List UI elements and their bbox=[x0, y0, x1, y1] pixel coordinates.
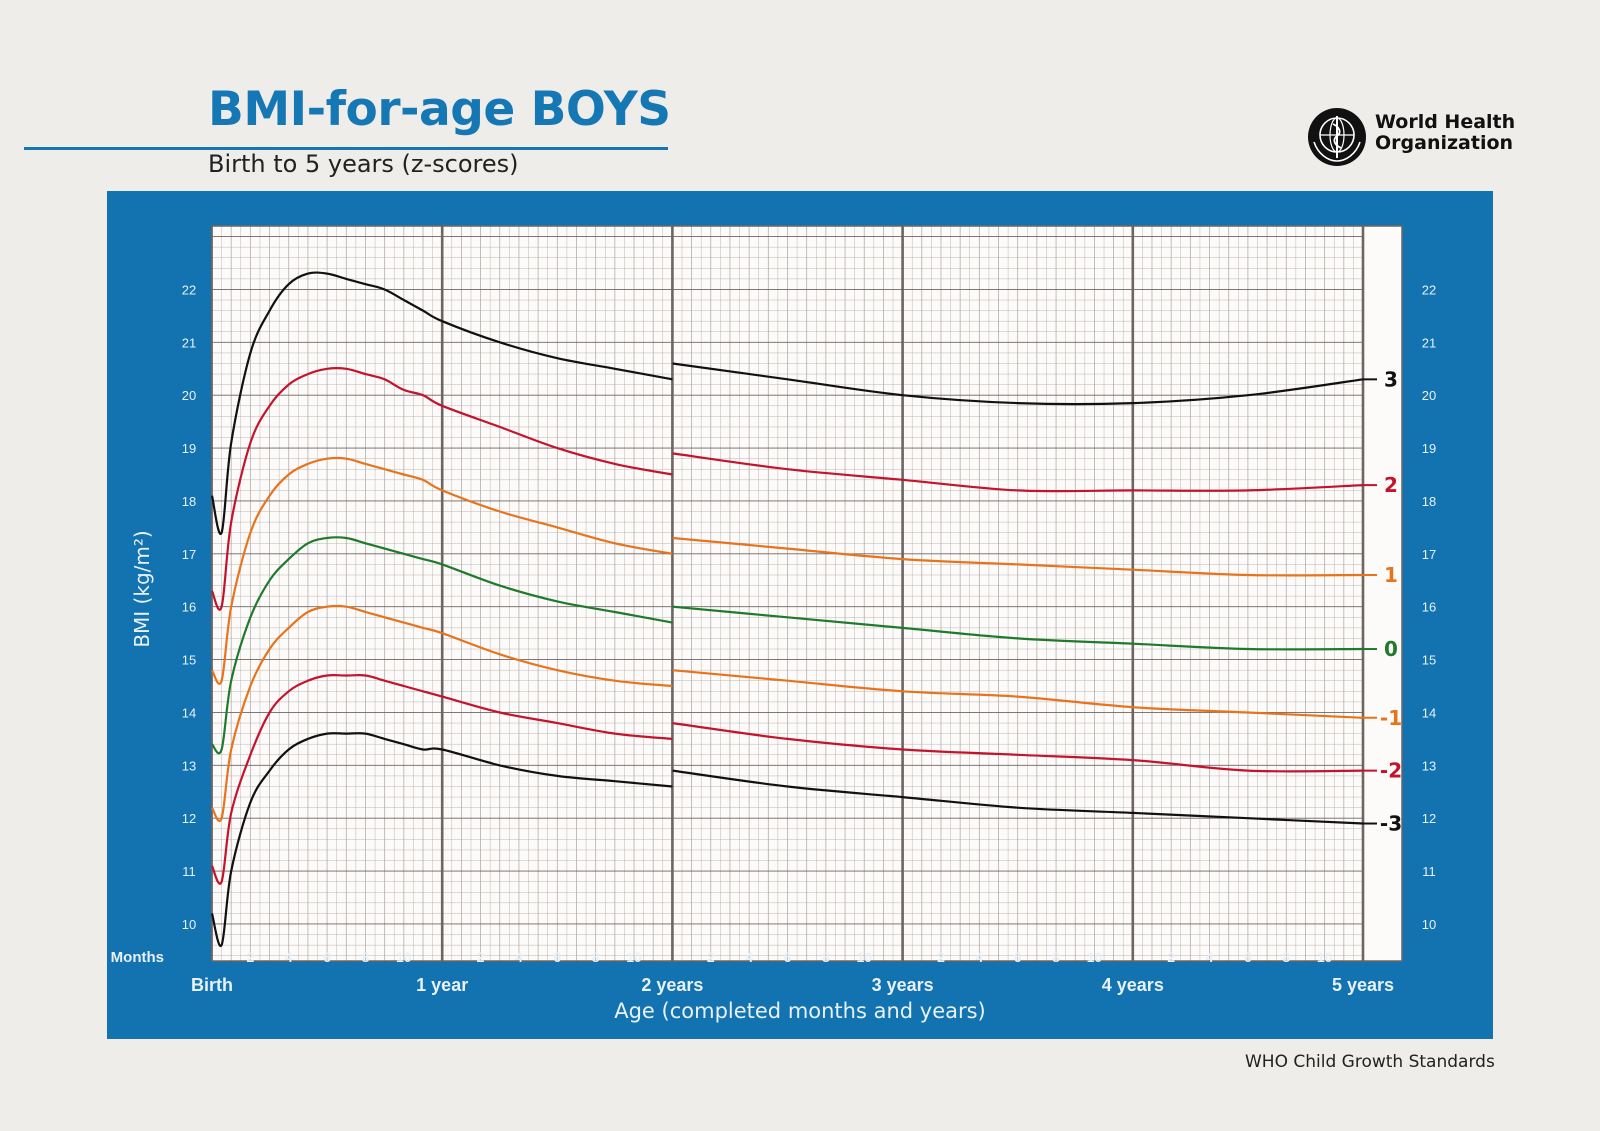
x-month-tick-label: 4 bbox=[745, 949, 753, 965]
y-tick-label: 13 bbox=[182, 758, 196, 773]
y-tick-label-right: 15 bbox=[1422, 653, 1436, 668]
who-emblem-icon bbox=[1308, 108, 1366, 166]
x-month-tick-label: 10 bbox=[626, 949, 642, 965]
y-tick-label-right: 14 bbox=[1422, 705, 1436, 720]
y-tick-label-right: 21 bbox=[1422, 335, 1436, 350]
series-line-zminus2 bbox=[210, 674, 673, 885]
footer-source-note: WHO Child Growth Standards bbox=[1245, 1052, 1495, 1072]
who-logo-text: World Health Organization bbox=[1375, 112, 1515, 154]
grid-minor bbox=[211, 225, 1364, 961]
series-label-zminus1: -1 bbox=[1380, 706, 1402, 730]
y-tick-label-right: 12 bbox=[1422, 811, 1436, 826]
y-tick-label: 18 bbox=[182, 494, 196, 509]
series-line-z1 bbox=[211, 456, 673, 685]
series-label-z2: 2 bbox=[1384, 473, 1398, 497]
y-tick-label: 20 bbox=[182, 388, 196, 403]
x-month-tick-label: 8 bbox=[1282, 949, 1290, 965]
x-month-tick-label: 8 bbox=[362, 949, 370, 965]
x-month-tick-label: 2 bbox=[937, 949, 945, 965]
y-tick-label-right: 13 bbox=[1422, 758, 1436, 773]
y-tick-label: 17 bbox=[182, 547, 196, 562]
x-month-tick-label: 8 bbox=[822, 949, 830, 965]
x-month-tick-label: 4 bbox=[285, 949, 293, 965]
page-title: BMI-for-age BOYS bbox=[208, 82, 671, 137]
y-tick-label-right: 22 bbox=[1422, 282, 1436, 297]
series-line-zminus2 bbox=[672, 722, 1364, 773]
x-axis-label: Age (completed months and years) bbox=[614, 999, 986, 1023]
series-label-z3: 3 bbox=[1384, 367, 1398, 391]
x-year-label: 2 years bbox=[641, 975, 703, 995]
series-line-z3 bbox=[210, 271, 673, 535]
y-tick-label: 14 bbox=[182, 705, 196, 720]
y-tick-label: 10 bbox=[182, 917, 196, 932]
series-lines bbox=[210, 271, 1377, 948]
x-month-tick-label: 6 bbox=[553, 949, 561, 965]
x-month-tick-label: 10 bbox=[856, 949, 872, 965]
series-label-z0: 0 bbox=[1384, 637, 1398, 661]
x-month-tick-label: 4 bbox=[515, 949, 523, 965]
title-underline bbox=[24, 147, 668, 150]
y-tick-label: 11 bbox=[182, 864, 196, 879]
series-line-z0 bbox=[672, 605, 1364, 651]
series-line-z2 bbox=[210, 367, 673, 611]
y-tick-label-right: 10 bbox=[1422, 917, 1436, 932]
who-logo-line1: World Health bbox=[1375, 111, 1516, 133]
x-month-tick-label: 2 bbox=[246, 949, 254, 965]
series-line-z1 bbox=[672, 536, 1364, 577]
x-month-tick-label: 6 bbox=[1014, 949, 1022, 965]
x-year-label: Birth bbox=[191, 975, 233, 995]
series-label-zminus3: -3 bbox=[1380, 812, 1402, 836]
y-axis-left-ticks: 10 11 12 13 14 15 16 17 18 19 20 21 22 bbox=[182, 282, 196, 932]
page-subtitle: Birth to 5 years (z-scores) bbox=[208, 150, 519, 178]
y-tick-label: 21 bbox=[182, 335, 196, 350]
x-year-label: 4 years bbox=[1102, 975, 1164, 995]
x-month-tick-label: 10 bbox=[396, 949, 412, 965]
y-axis-label: BMI (kg/m²) bbox=[130, 530, 154, 647]
x-month-tick-label: 6 bbox=[1244, 949, 1252, 965]
series-line-zminus3 bbox=[672, 769, 1364, 825]
series-line-z3 bbox=[672, 362, 1364, 406]
y-tick-label: 19 bbox=[182, 441, 196, 456]
x-year-label: 1 year bbox=[416, 975, 468, 995]
x-month-tick-label: 10 bbox=[1317, 949, 1333, 965]
x-month-tick-label: 2 bbox=[707, 949, 715, 965]
series-line-z0 bbox=[211, 536, 673, 755]
y-tick-label: 15 bbox=[182, 653, 196, 668]
y-tick-label-right: 20 bbox=[1422, 388, 1436, 403]
y-tick-label: 12 bbox=[182, 811, 196, 826]
chart-panel: 3 2 1 0 -1 -2 -3 10 11 12 13 14 15 16 17 18 19 20 21 22 10… bbox=[107, 191, 1493, 1039]
y-tick-label: 16 bbox=[182, 600, 196, 615]
y-tick-label-right: 18 bbox=[1422, 494, 1436, 509]
x-year-label: 3 years bbox=[872, 975, 934, 995]
y-tick-label-right: 17 bbox=[1422, 547, 1436, 562]
x-year-label: 5 years bbox=[1332, 975, 1394, 995]
x-month-tick-label: 4 bbox=[975, 949, 983, 965]
series-label-zminus2: -2 bbox=[1380, 759, 1402, 783]
x-month-tick-label: 2 bbox=[477, 949, 485, 965]
x-month-tick-label: 2 bbox=[1167, 949, 1175, 965]
y-tick-label-right: 19 bbox=[1422, 441, 1436, 456]
y-axis-right-ticks: 10 11 12 13 14 15 16 17 18 19 20 21 22 bbox=[1422, 282, 1436, 932]
x-axis-month-ticks: 2 4 6 8 10 2 4 6 8 10 2 4 6 8 10 2 4 6 8 10 2 4 6 8 10 bbox=[246, 949, 1332, 965]
series-line-zminus1 bbox=[672, 669, 1364, 719]
x-month-tick-label: 10 bbox=[1087, 949, 1103, 965]
y-tick-label-right: 16 bbox=[1422, 600, 1436, 615]
x-month-tick-label: 6 bbox=[323, 949, 331, 965]
x-month-tick-label: 8 bbox=[1052, 949, 1060, 965]
series-label-z1: 1 bbox=[1384, 563, 1398, 587]
y-tick-label-right: 11 bbox=[1422, 864, 1436, 879]
x-month-tick-label: 8 bbox=[592, 949, 600, 965]
x-axis-year-labels: Birth 1 year 2 years 3 years 4 years 5 years bbox=[191, 975, 1394, 995]
months-label: Months bbox=[111, 949, 164, 966]
who-logo-line2: Organization bbox=[1375, 132, 1514, 154]
x-month-tick-label: 6 bbox=[784, 949, 792, 965]
y-tick-label: 22 bbox=[182, 282, 196, 297]
x-month-tick-label: 4 bbox=[1206, 949, 1214, 965]
series-line-zminus1 bbox=[211, 604, 673, 822]
series-line-zminus3 bbox=[210, 732, 673, 948]
series-labels: 3 2 1 0 -1 -2 -3 bbox=[1380, 367, 1402, 835]
series-line-z2 bbox=[672, 452, 1364, 493]
